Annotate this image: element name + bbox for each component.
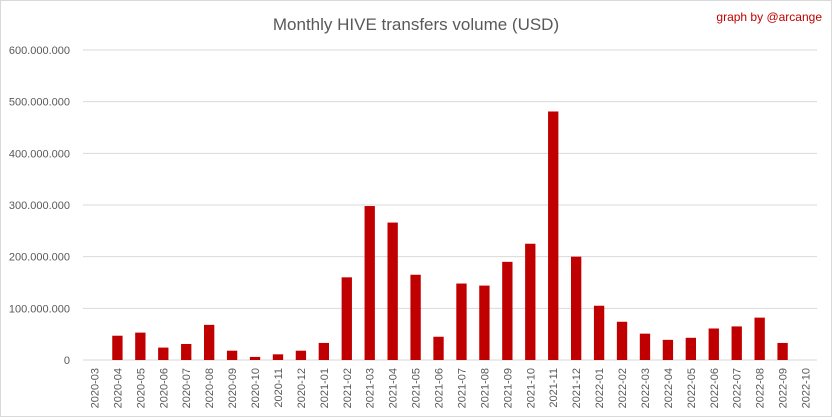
y-tick-label: 0 [64,355,70,367]
x-tick-label: 2022-03 [640,368,652,408]
y-tick-label: 100.000.000 [9,303,70,315]
bar-2021-08 [479,285,490,360]
bar-2021-10 [525,243,536,360]
bar-2020-06 [158,347,169,360]
x-tick-label: 2021-05 [411,368,423,408]
bar-2021-01 [318,342,330,360]
bar-2020-11 [272,354,284,360]
bar-2022-08 [754,317,765,360]
chart-credit: graph by @arcange [716,10,822,24]
x-tick-label: 2022-01 [594,368,606,408]
bar-2021-02 [341,277,352,360]
bar-2021-07 [456,283,467,360]
bar-2021-11 [548,111,559,360]
x-tick-label: 2021-09 [502,368,514,408]
x-tick-label: 2021-01 [319,368,331,408]
x-tick-label: 2020-10 [250,368,262,408]
bar-2022-02 [616,321,628,360]
bar-2021-12 [570,256,582,360]
y-tick-label: 400.000.000 [9,148,70,160]
x-tick-label: 2021-03 [365,368,377,408]
bar-2020-07 [181,343,192,360]
x-tick-label: 2022-08 [755,368,767,408]
gridlines [83,49,817,361]
bar-2021-04 [387,222,398,360]
x-tick-label: 2020-04 [112,368,124,408]
bar-2020-08 [203,324,215,360]
x-tick-label: 2021-10 [525,368,537,408]
bar-2021-06 [433,336,444,360]
x-tick-label: 2021-07 [456,368,468,408]
y-axis-ticks: 0 100.000.000 200.000.000 300.000.000 400.00… [9,45,70,367]
bar-2022-09 [777,342,788,360]
y-tick-label: 200.000.000 [9,252,70,264]
x-tick-label: 2022-05 [686,368,698,408]
x-tick-label: 2021-02 [342,368,354,408]
x-tick-label: 2022-09 [778,368,790,408]
y-tick-label: 500.000.000 [9,97,70,109]
bars [112,111,788,360]
bar-2022-05 [685,337,697,360]
x-tick-label: 2021-12 [571,368,583,408]
x-tick-label: 2020-03 [89,368,101,408]
x-axis-ticks: 2020-03 2020-04 2020-05 2020-06 2020-07 2020-… [89,368,812,408]
x-tick-label: 2022-10 [801,368,813,408]
x-tick-label: 2022-04 [663,368,675,408]
bar-2020-04 [112,335,123,360]
bar-2022-07 [731,326,742,360]
chart-title: Monthly HIVE transfers volume (USD) [273,15,559,34]
x-tick-label: 2021-11 [548,368,560,408]
y-tick-label: 600.000.000 [9,45,70,57]
bar-2021-09 [502,261,513,360]
x-tick-label: 2021-06 [434,368,446,408]
x-tick-label: 2020-07 [181,368,193,408]
bar-2020-05 [135,332,146,360]
x-tick-label: 2021-08 [479,368,491,408]
bar-2022-03 [639,333,651,360]
x-tick-label: 2020-05 [135,368,147,408]
bar-2020-09 [226,350,238,360]
x-tick-label: 2020-11 [273,368,285,408]
bar-2022-01 [593,305,605,360]
bar-2021-05 [410,274,421,360]
y-tick-label: 300.000.000 [9,200,70,212]
x-tick-label: 2021-04 [388,368,400,408]
bar-2020-12 [295,350,307,360]
x-tick-label: 2022-06 [709,368,721,408]
x-tick-label: 2022-07 [732,368,744,408]
bar-2021-03 [364,206,375,360]
x-tick-label: 2020-06 [158,368,170,408]
x-tick-label: 2020-09 [227,368,239,408]
bar-2022-06 [708,328,719,360]
x-tick-label: 2020-08 [204,368,216,408]
bar-2022-04 [662,339,674,360]
x-tick-label: 2020-12 [296,368,308,408]
x-tick-label: 2022-02 [617,368,629,408]
bar-2020-10 [249,356,261,360]
